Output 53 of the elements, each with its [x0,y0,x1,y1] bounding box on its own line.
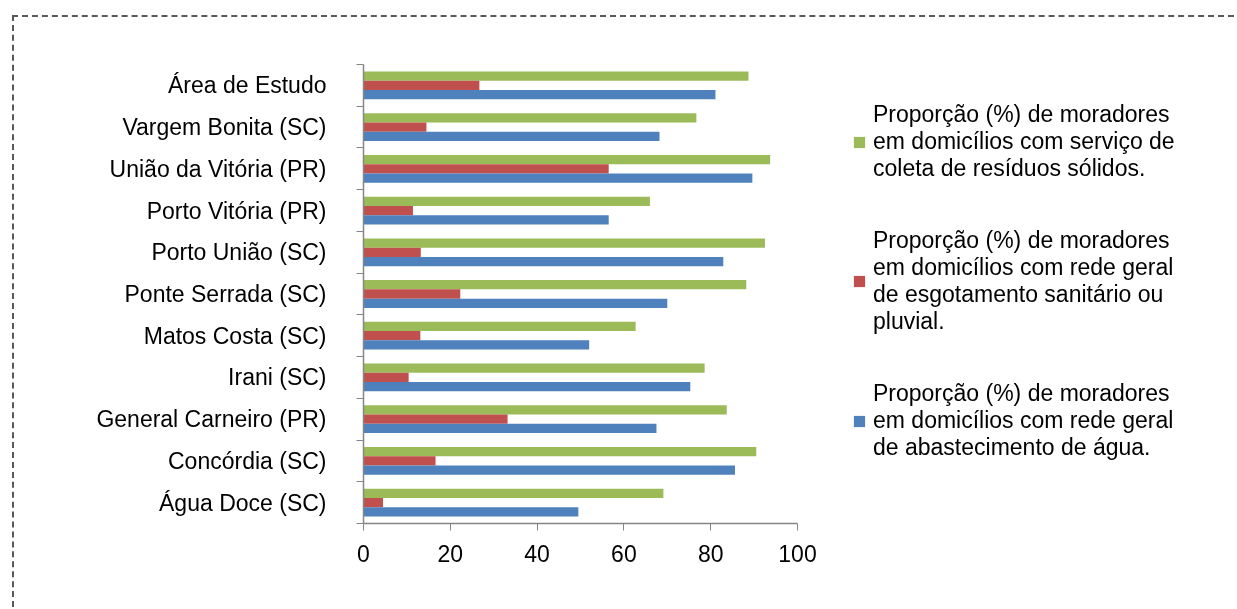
bar [363,90,716,100]
x-tick-label: 60 [611,540,637,567]
y-tick-label: Matos Costa (SC) [143,322,327,349]
bar [363,173,753,183]
legend-label: Proporção (%) de moradores em domicílios com rede geral de abastecimento de água. [873,380,1174,461]
bar [363,80,480,90]
y-tick-label: Água Doce (SC) [159,489,327,516]
y-tick-label: Vargem Bonita (SC) [122,114,327,141]
bar [363,331,421,341]
x-tick-label: 40 [524,540,550,567]
y-tick-label: União da Vitória (PR) [109,155,327,182]
bar [363,113,697,123]
bar [363,196,650,206]
bar [363,131,660,141]
y-tick-label: Porto União (SC) [151,239,327,266]
bar [363,414,508,424]
bar [363,205,413,216]
bar [363,488,664,498]
bar [363,456,436,466]
bar [363,423,657,434]
bar [363,498,384,508]
y-tick-label: Ponte Serrada (SC) [124,281,327,307]
bar [363,298,668,308]
y-tick-label: Irani (SC) [228,364,327,391]
legend-label: Proporção (%) de moradores em domicílios com serviço de coleta de resíduos sólidos. [873,101,1175,182]
bar [363,215,609,225]
bar [363,247,421,257]
bar [363,340,590,350]
bar [363,465,735,475]
bar [363,372,409,383]
bar [363,382,691,392]
bar [363,164,609,174]
bar [363,122,427,132]
y-tick-label: Concórdia (SC) [168,447,327,474]
y-tick-label: Área de Estudo [167,72,327,99]
bar [363,507,579,517]
bar [363,154,771,165]
bar [363,363,705,373]
x-tick-label: 80 [697,540,724,567]
y-tick-label: General Carneiro (PR) [96,406,327,433]
bar [363,71,749,81]
bar [363,256,724,267]
bar [363,280,747,290]
bar [363,405,727,415]
bar [363,447,757,457]
x-tick-label: 100 [778,540,817,567]
bar [363,321,636,332]
legend-label: Proporção (%) de moradores em domicílios com rede geral de esgotamento sanitário ou pluvial. [873,227,1174,335]
y-tick-label: Porto Vitória (PR) [146,197,327,224]
bar [363,289,461,299]
x-tick-label: 0 [357,540,370,567]
x-tick-label: 20 [437,540,464,567]
bar [363,238,765,248]
